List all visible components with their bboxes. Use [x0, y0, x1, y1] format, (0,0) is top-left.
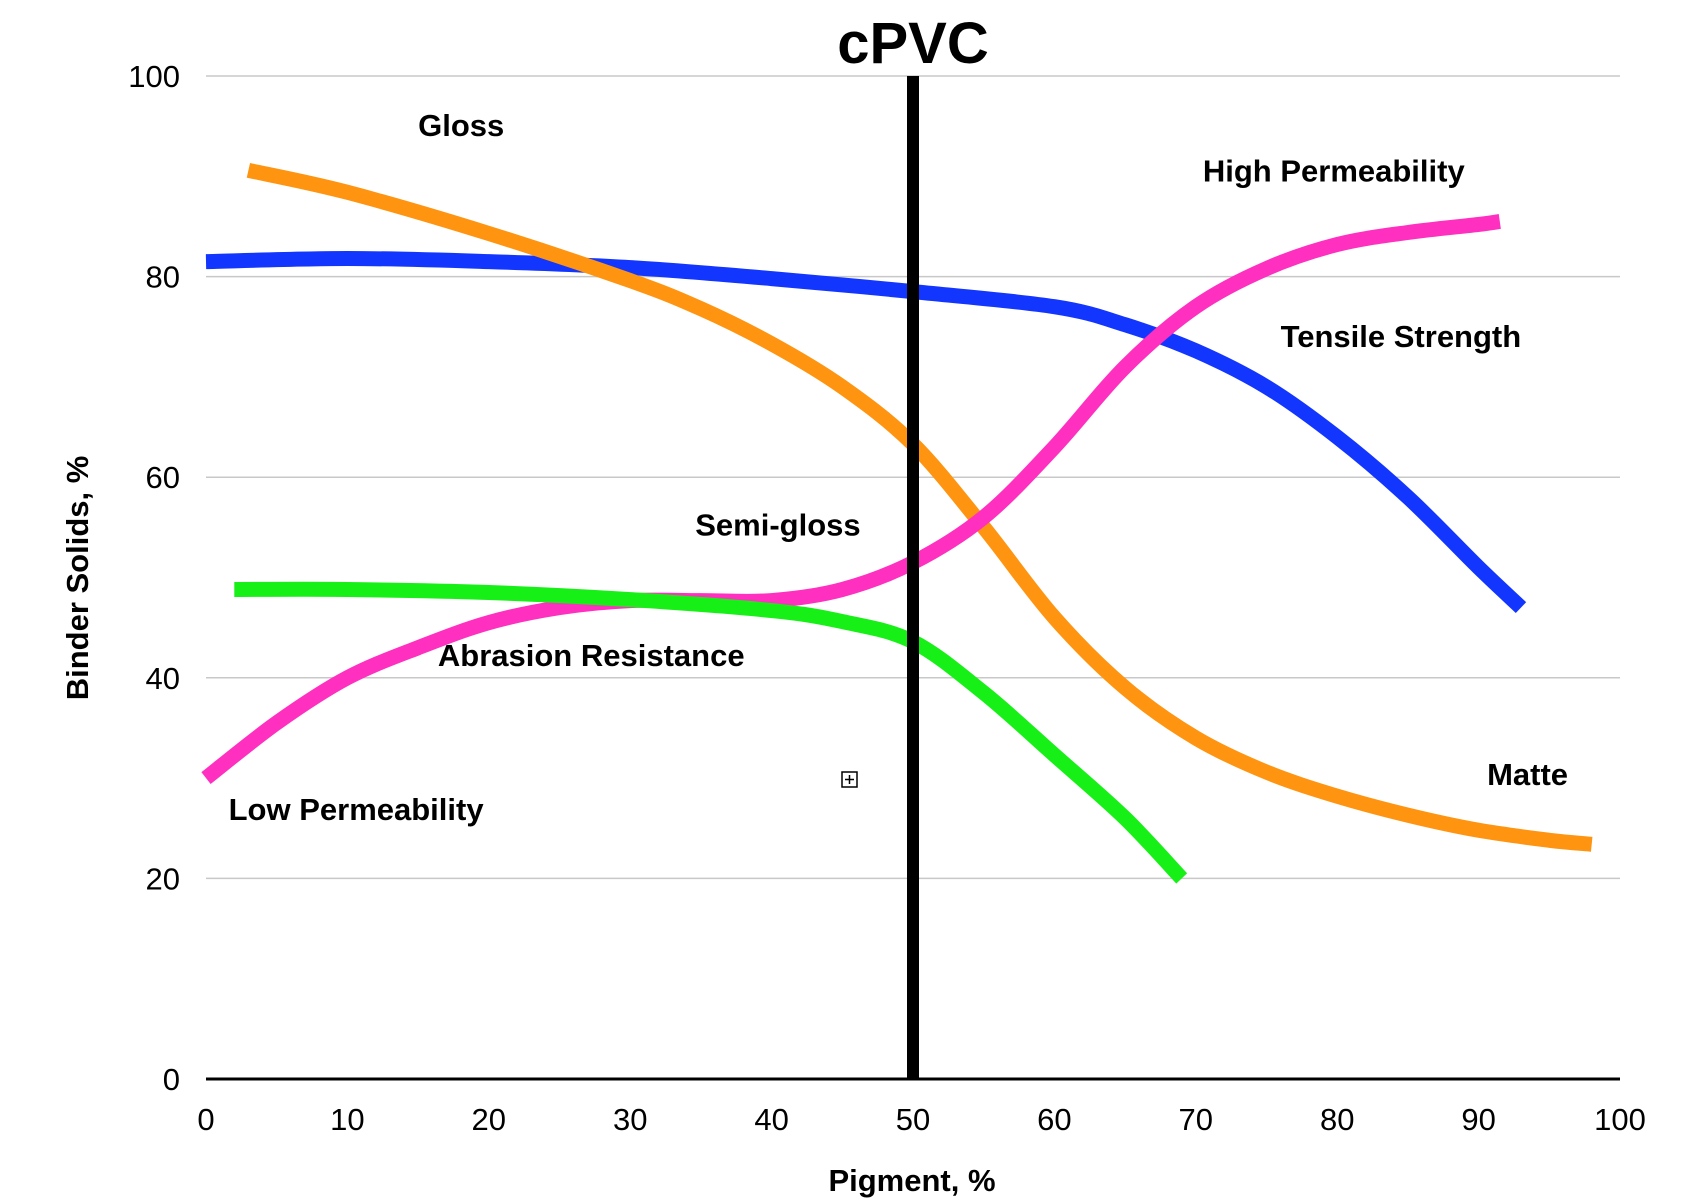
- y-tick-label: 80: [146, 260, 180, 295]
- x-tick-label: 90: [1461, 1102, 1495, 1137]
- annotation-layer: Gloss High Permeability Tensile Strength Se…: [229, 108, 1568, 827]
- cpvc-marker-layer: cPVC: [837, 11, 989, 1080]
- x-axis-title: Pigment, %: [828, 1163, 995, 1198]
- crosshair-icon: [841, 771, 858, 788]
- x-tick-label: 50: [896, 1102, 930, 1137]
- series-layer: [201, 162, 1593, 884]
- cpvc-label: cPVC: [837, 11, 989, 76]
- y-tick-label: 40: [146, 661, 180, 696]
- x-tick-label: 70: [1179, 1102, 1213, 1137]
- annotation-label: Tensile Strength: [1281, 319, 1522, 354]
- y-tick-label: 100: [128, 59, 180, 94]
- annotation-label: Low Permeability: [229, 792, 485, 827]
- annotation-label: High Permeability: [1203, 153, 1466, 188]
- y-axis-title: Binder Solids, %: [60, 456, 95, 701]
- series-line-0: [205, 251, 1527, 614]
- annotation-label: Semi-gloss: [695, 507, 860, 542]
- y-tick-label: 60: [146, 460, 180, 495]
- x-tick-label: 60: [1037, 1102, 1071, 1137]
- x-tick-label: 40: [754, 1102, 788, 1137]
- series-line-3: [234, 581, 1188, 884]
- y-tick-label: 20: [146, 861, 180, 896]
- annotation-label: Matte: [1487, 757, 1568, 792]
- x-tick-label: 80: [1320, 1102, 1354, 1137]
- y-tick-label: 0: [163, 1062, 180, 1097]
- x-tick-label: 0: [197, 1102, 214, 1137]
- x-tick-label: 20: [472, 1102, 506, 1137]
- series-line-2: [201, 213, 1501, 785]
- annotation-label: Gloss: [418, 108, 504, 143]
- axes: 0 20 40 60 80 100 0 10 20 30 40 50 60 70 80 90 100: [128, 59, 1646, 1137]
- x-tick-label: 10: [330, 1102, 364, 1137]
- series-line-1: [246, 162, 1593, 852]
- x-tick-label: 100: [1594, 1102, 1646, 1137]
- annotation-label: Abrasion Resistance: [438, 638, 745, 673]
- x-tick-label: 30: [613, 1102, 647, 1137]
